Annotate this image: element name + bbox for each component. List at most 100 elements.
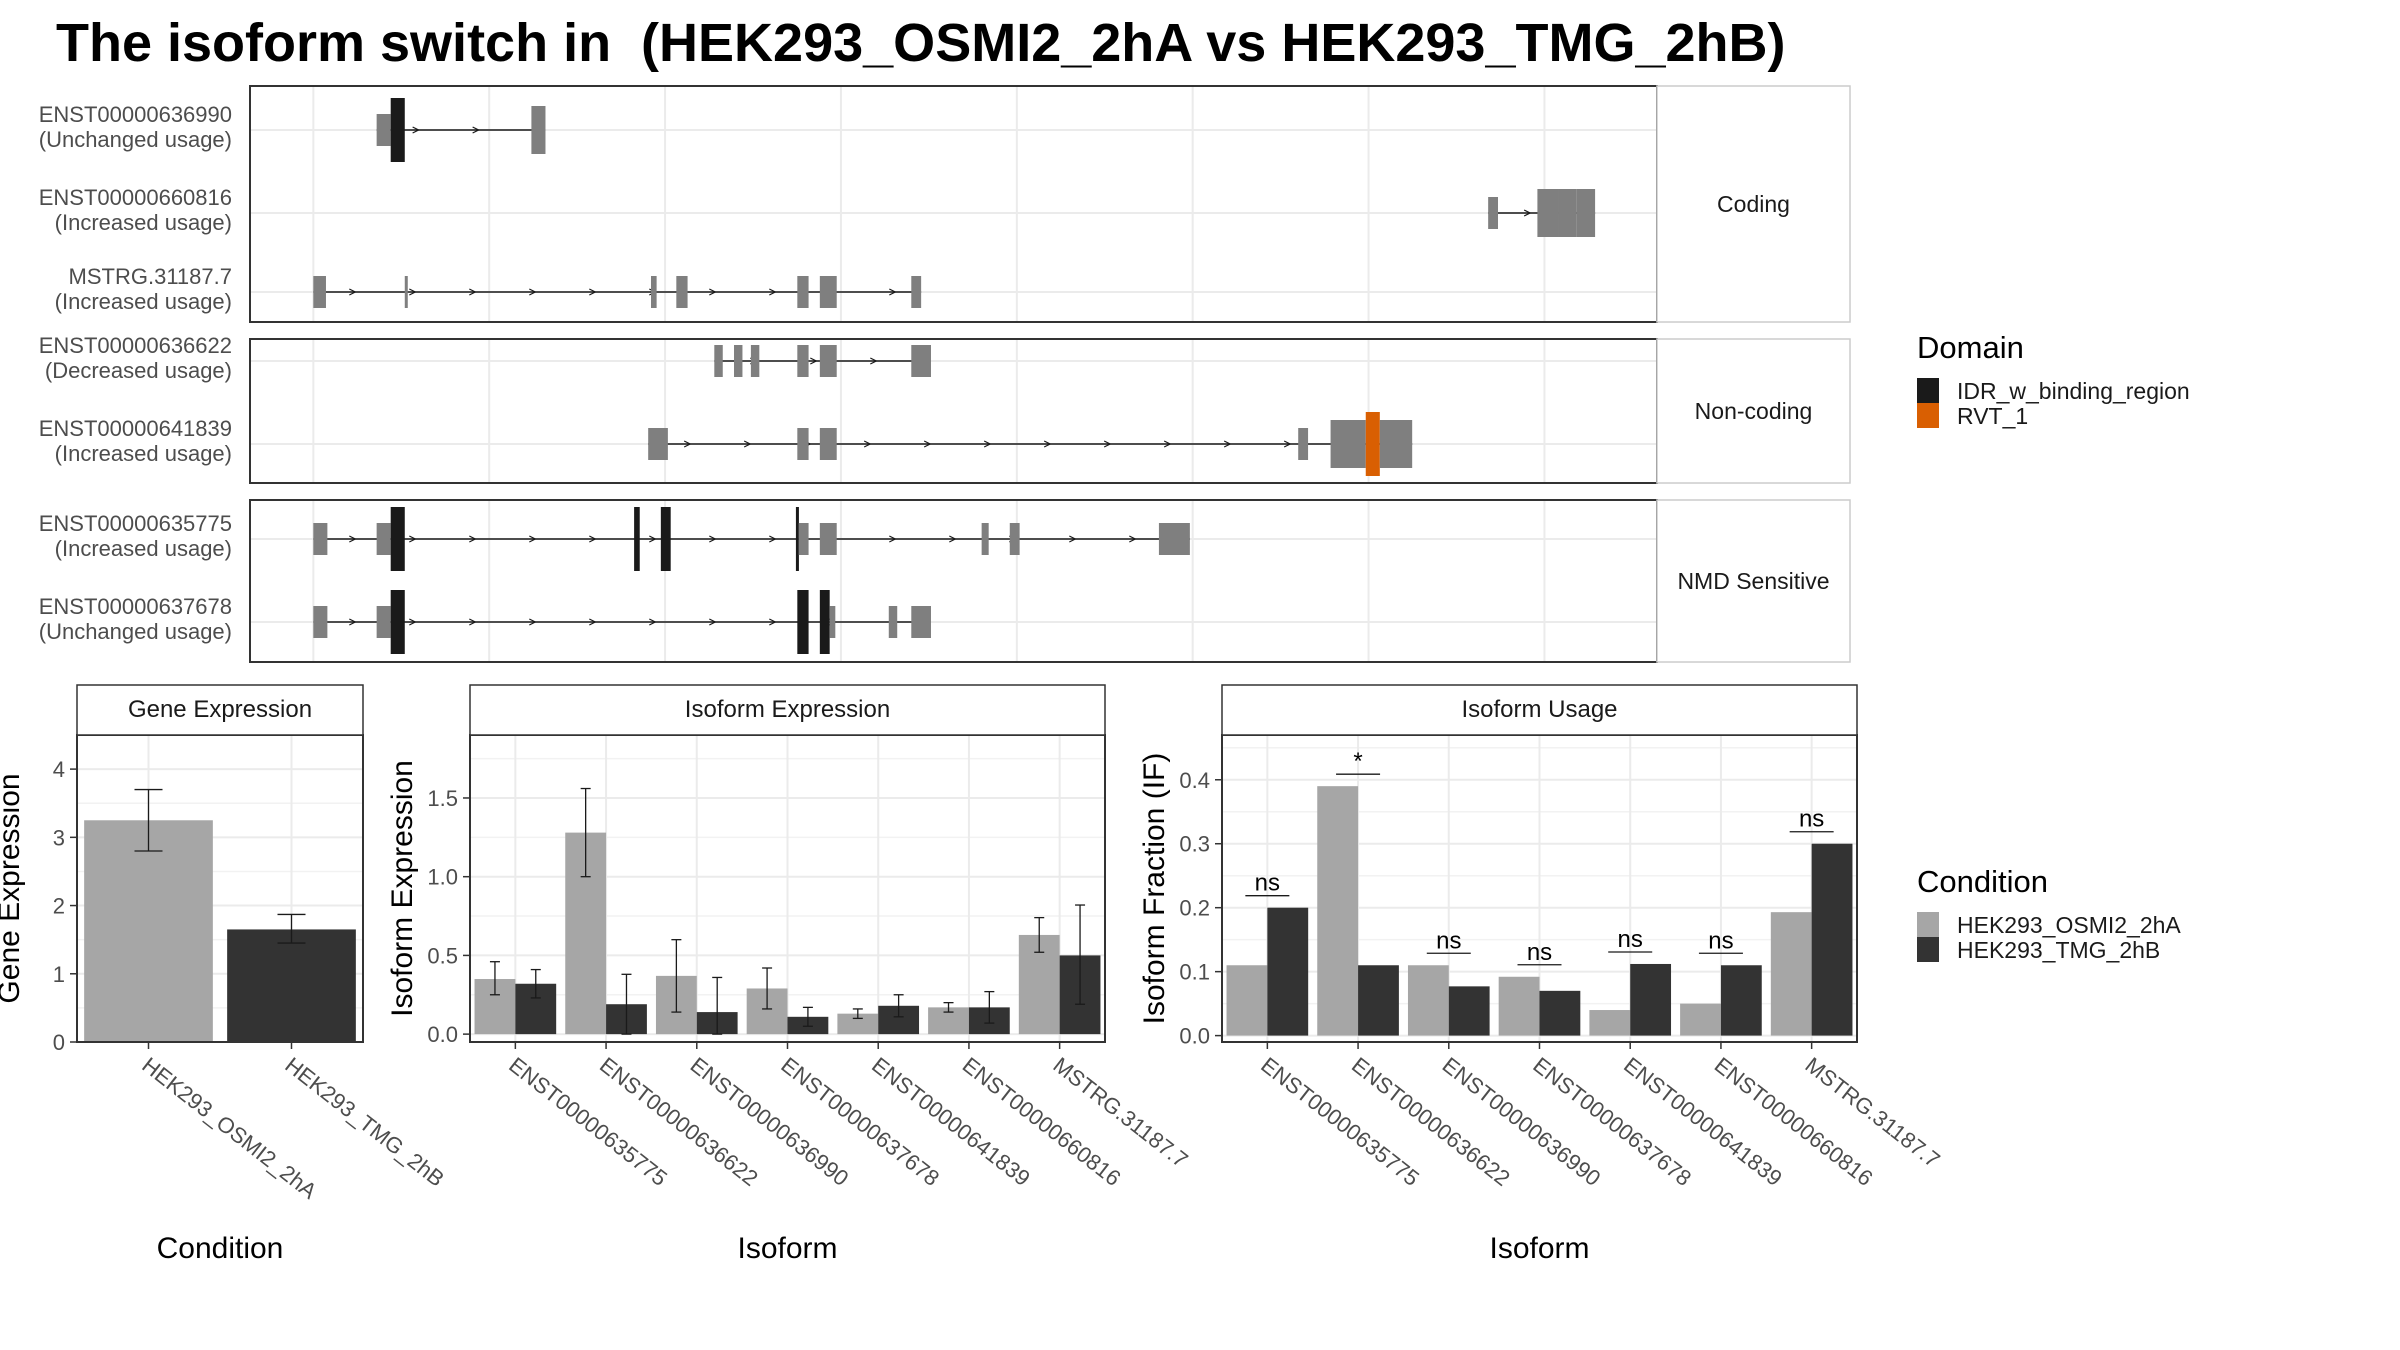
exon-block xyxy=(676,276,688,308)
y-tick-label: 0.0 xyxy=(1179,1024,1210,1049)
direction-arrow xyxy=(1523,209,1532,217)
direction-arrow xyxy=(769,288,777,296)
y-tick-label: 0.1 xyxy=(1179,960,1210,985)
y-tick-label: 2 xyxy=(53,894,65,919)
direction-arrow xyxy=(889,288,897,296)
transcript-panel-nmd-sensitive: ENST00000635775(Increased usage) ENST0000… xyxy=(39,499,1851,663)
exon-block xyxy=(819,428,837,460)
exon-block xyxy=(634,507,640,571)
exon-block xyxy=(911,606,931,638)
exon-block xyxy=(888,606,898,638)
x-axis-label: Isoform xyxy=(737,1232,837,1265)
facet-strip xyxy=(469,684,1106,736)
y-tick-label: 0.4 xyxy=(1179,768,1210,793)
exon-block xyxy=(376,523,391,555)
bar xyxy=(1589,1010,1631,1036)
bar xyxy=(1498,976,1540,1036)
facet-strip xyxy=(1656,499,1851,663)
direction-arrow xyxy=(863,440,872,448)
exon-block xyxy=(1558,189,1577,237)
y-tick-label: 4 xyxy=(53,757,65,782)
direction-arrow xyxy=(1163,440,1172,448)
direction-arrow xyxy=(349,535,357,543)
exon-block xyxy=(376,606,391,638)
direction-arrow xyxy=(529,535,537,543)
legend-label: HEK293_TMG_2hB xyxy=(1957,937,2160,963)
exon-block xyxy=(1488,197,1499,229)
exon-block xyxy=(819,276,837,308)
exon-block xyxy=(1576,189,1596,237)
x-tick-label: ENST00000637678 xyxy=(1528,1052,1696,1191)
exon-block xyxy=(734,345,743,377)
legend-key xyxy=(1917,937,1939,962)
transcript-id-label: ENST00000641839 xyxy=(39,416,232,441)
y-tick-label: 0.0 xyxy=(427,1022,458,1047)
transcript-usage-label: (Increased usage) xyxy=(55,441,232,466)
direction-arrow xyxy=(409,288,417,296)
bar xyxy=(1267,907,1309,1036)
exon-block xyxy=(313,523,328,555)
x-tick-label: ENST00000636990 xyxy=(1438,1052,1606,1191)
bar xyxy=(1811,843,1853,1036)
exon-block xyxy=(819,523,837,555)
exon-block xyxy=(390,507,405,571)
direction-arrow xyxy=(529,618,537,626)
bar xyxy=(1358,965,1399,1036)
transcript-usage-label: (Unchanged usage) xyxy=(39,127,232,152)
legend-label: IDR_w_binding_region xyxy=(1957,378,2190,404)
y-tick-label: 1 xyxy=(53,962,65,987)
legend-key xyxy=(1917,403,1939,428)
exon-block xyxy=(1365,412,1380,476)
legend-key xyxy=(1917,378,1939,403)
exon-block xyxy=(1379,420,1413,468)
chart-gene-expression: Gene Expression01234HEK293_OSMI2_2hAHEK2… xyxy=(0,684,449,1265)
exon-block xyxy=(911,345,931,377)
legend-title: Domain xyxy=(1917,330,2024,365)
facet-strip xyxy=(1656,85,1851,323)
exon-block xyxy=(819,345,837,377)
direction-arrow xyxy=(589,288,597,296)
facet-strip-label: Non-coding xyxy=(1695,398,1813,424)
bar xyxy=(1407,965,1449,1036)
bar xyxy=(837,1013,879,1035)
y-tick-label: 1.5 xyxy=(427,786,458,811)
page-title: The isoform switch in (HEK293_OSMI2_2hA … xyxy=(56,13,1786,73)
x-tick-label: ENST00000641839 xyxy=(867,1052,1035,1191)
x-tick-label: ENST00000660816 xyxy=(958,1052,1126,1191)
direction-arrow xyxy=(409,618,417,626)
direction-arrow xyxy=(649,618,657,626)
exon-block xyxy=(797,428,809,460)
y-tick-label: 0 xyxy=(53,1030,65,1055)
transcript-id-label: MSTRG.31187.7 xyxy=(69,264,232,289)
y-tick-label: 0.5 xyxy=(427,943,458,968)
direction-arrow xyxy=(769,535,777,543)
significance-label: ns xyxy=(1618,926,1643,953)
exon-block xyxy=(981,523,989,555)
chart-isoform-expression: Isoform Expression 0.0 0.5 1.0 1.5 ENST000006… xyxy=(386,684,1193,1265)
x-tick-label: ENST00000635775 xyxy=(504,1052,672,1191)
transcript-usage-label: (Increased usage) xyxy=(55,289,232,314)
direction-arrow xyxy=(709,288,717,296)
direction-arrow xyxy=(889,535,897,543)
transcript-id-label: ENST00000637678 xyxy=(39,594,232,619)
significance-label: ns xyxy=(1708,927,1733,954)
exon-block xyxy=(819,590,830,654)
x-tick-label: ENST00000641839 xyxy=(1619,1052,1787,1191)
y-tick-label: 0.2 xyxy=(1179,896,1210,921)
panel-background xyxy=(250,500,1657,662)
exon-block xyxy=(798,523,809,555)
significance-label: ns xyxy=(1799,806,1824,833)
bar xyxy=(1448,986,1490,1036)
bar xyxy=(1680,1003,1721,1036)
exon-block xyxy=(797,276,809,308)
facet-strip-label: NMD Sensitive xyxy=(1677,568,1829,594)
x-axis-label: Condition xyxy=(157,1232,284,1265)
y-tick-label: 0.3 xyxy=(1179,832,1210,857)
exon-block xyxy=(376,114,391,146)
transcript-usage-label: (Decreased usage) xyxy=(45,358,232,383)
direction-arrow xyxy=(589,535,597,543)
transcript-id-label: ENST00000636622 xyxy=(39,333,232,358)
direction-arrow xyxy=(769,618,777,626)
